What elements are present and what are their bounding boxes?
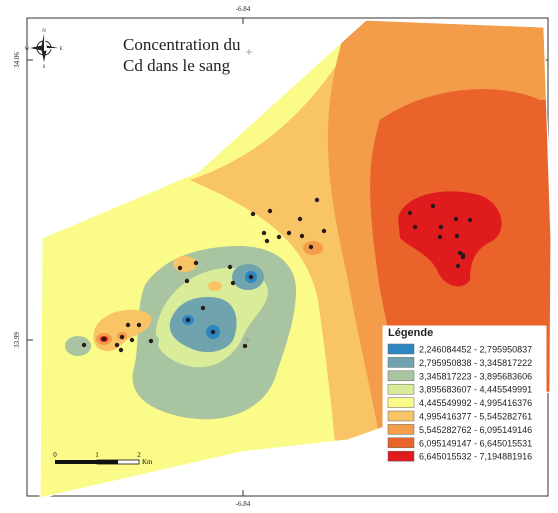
legend-swatch (387, 343, 415, 355)
legend-swatch (387, 397, 415, 408)
legend-swatch (387, 357, 415, 368)
sample-point (264, 238, 270, 244)
legend-label: 4,995416377 - 5,545282761 (419, 412, 532, 422)
legend: Légende 2,246084452 - 2,795950837 2,79595… (382, 325, 547, 473)
sample-point (125, 322, 131, 328)
sample-point (460, 252, 466, 258)
legend-label: 6,645015532 - 7,194881916 (419, 452, 532, 462)
sample-point (148, 338, 154, 344)
sample-point (185, 317, 191, 323)
legend-swatch (387, 370, 415, 382)
map-title-line2: Cd dans le sang (123, 56, 231, 75)
sample-point (114, 342, 120, 348)
sample-point (136, 322, 142, 328)
sample-point (286, 230, 292, 236)
sample-point (250, 211, 256, 217)
sample-point (321, 228, 327, 234)
sample-point (299, 233, 305, 239)
scale-label-2: 2 (137, 451, 141, 459)
sample-point (467, 217, 473, 223)
map-title-line1: Concentration du (123, 35, 241, 54)
sample-point (81, 342, 87, 348)
compass-e: E (59, 47, 62, 52)
coord-bottom: -6.84 (236, 500, 251, 508)
sample-point (437, 234, 443, 240)
sample-point (297, 216, 303, 222)
legend-title: Légende (388, 327, 433, 339)
coord-left-lower: 33.99 (13, 332, 21, 348)
sample-point (129, 337, 135, 343)
legend-swatch (387, 450, 415, 462)
sample-point (308, 244, 314, 250)
legend-swatch (387, 424, 415, 435)
sample-point (101, 336, 107, 342)
scale-unit: Km (142, 458, 153, 466)
grid-crosshairs (244, 49, 252, 343)
sample-point (119, 334, 125, 340)
sample-point (430, 203, 436, 209)
coord-top: -6.84 (236, 5, 251, 13)
legend-label: 3,345817223 - 3,895683606 (419, 371, 532, 381)
legend-label: 6,095149147 - 6,645015531 (419, 438, 532, 448)
orange-spot-north-2 (208, 281, 222, 291)
sample-point (227, 264, 233, 270)
sample-point (193, 260, 199, 266)
sample-point (412, 224, 418, 230)
sample-point (453, 216, 459, 222)
sample-point (438, 224, 444, 230)
scale-label-0: 0 (53, 451, 57, 459)
compass-n: N (42, 29, 46, 34)
scale-label-1: 1 (95, 451, 99, 459)
sample-point (261, 230, 267, 236)
study-area-outline (39, 19, 552, 499)
legend-label: 3,895683607 - 4,445549991 (419, 385, 532, 395)
legend-label: 5,545282762 - 6,095149146 (419, 425, 532, 435)
orange-spot-north (173, 256, 197, 272)
compass-w: W (25, 47, 30, 52)
zone-red-hotspot (398, 191, 502, 287)
legend-swatch (387, 410, 415, 422)
legend-label: 2,246084452 - 2,795950837 (419, 345, 532, 355)
sample-point (200, 305, 206, 311)
sample-point (118, 347, 124, 353)
sample-point (248, 274, 254, 280)
zone-teal (169, 297, 237, 353)
coord-left-upper: 34.06 (13, 52, 21, 68)
sample-point (407, 210, 413, 216)
green-spot-west (65, 336, 91, 356)
legend-swatch (387, 437, 415, 449)
sample-point (242, 343, 248, 349)
sample-point (314, 197, 320, 203)
sample-point (455, 263, 461, 269)
compass-rose-icon (30, 34, 58, 62)
sample-point (210, 329, 216, 335)
legend-label: 2,795950838 - 3,345817222 (419, 358, 532, 368)
sample-point (177, 265, 183, 271)
sample-point (230, 280, 236, 286)
legend-swatch (387, 383, 415, 395)
sample-point (267, 208, 273, 214)
compass-s: S (43, 65, 46, 70)
sample-point (184, 278, 190, 284)
sample-point (454, 233, 460, 239)
scale-bar (55, 459, 140, 465)
legend-label: 4,445549992 - 4,995416376 (419, 398, 532, 408)
sample-point (276, 234, 282, 240)
orange-blob-center (303, 241, 323, 255)
sampling-points (81, 197, 473, 353)
